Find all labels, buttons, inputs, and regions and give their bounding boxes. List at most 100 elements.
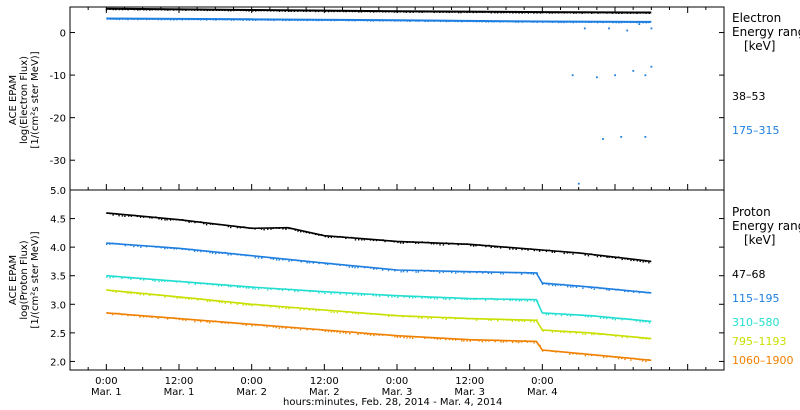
proton-data-point bbox=[582, 333, 584, 335]
proton-data-point bbox=[536, 300, 539, 302]
proton-data-point bbox=[499, 247, 502, 249]
proton-data-point bbox=[184, 248, 187, 251]
proton-data-point bbox=[223, 224, 226, 226]
proton-data-point bbox=[194, 320, 196, 323]
electron-data-point bbox=[563, 21, 565, 24]
proton-data-point bbox=[366, 238, 368, 241]
proton-series-2 bbox=[106, 242, 652, 294]
proton-data-point bbox=[236, 254, 238, 256]
proton-data-point bbox=[606, 256, 608, 258]
electron-data-point bbox=[512, 21, 514, 23]
proton-data-point bbox=[106, 312, 109, 314]
proton-data-point bbox=[639, 260, 641, 263]
electron-data-point bbox=[548, 21, 550, 23]
electron-data-point bbox=[463, 20, 465, 23]
electron-ylabel-line3: [1/(cm²s ster MeV)] bbox=[30, 51, 41, 148]
electron-data-point bbox=[115, 18, 118, 21]
proton-data-point bbox=[472, 318, 474, 320]
proton-data-point bbox=[149, 294, 151, 296]
proton-data-point bbox=[538, 306, 541, 308]
proton-data-point bbox=[433, 270, 435, 273]
proton-data-point bbox=[187, 318, 190, 321]
electron-data-point bbox=[545, 11, 548, 14]
proton-data-point bbox=[527, 249, 529, 251]
proton-data-point bbox=[526, 341, 529, 343]
proton-data-point bbox=[505, 246, 507, 248]
proton-data-point bbox=[324, 292, 326, 295]
proton-data-point bbox=[536, 272, 538, 274]
electron-data-point bbox=[124, 8, 127, 11]
electron-data-point bbox=[236, 9, 238, 11]
proton-data-point bbox=[175, 219, 177, 221]
electron-data-point bbox=[145, 18, 148, 21]
proton-data-point bbox=[221, 252, 223, 254]
proton-data-point bbox=[227, 300, 230, 303]
electron-data-point bbox=[642, 22, 644, 24]
proton-data-point bbox=[378, 334, 380, 336]
proton-data-point bbox=[133, 245, 135, 248]
proton-data-point bbox=[454, 298, 456, 300]
proton-data-point bbox=[524, 271, 526, 274]
proton-data-point bbox=[503, 299, 505, 301]
electron-data-point bbox=[127, 18, 129, 21]
proton-data-point bbox=[339, 235, 341, 238]
proton-data-point bbox=[430, 243, 433, 245]
electron-data-point bbox=[585, 21, 587, 23]
proton-data-point bbox=[578, 285, 580, 287]
electron-data-point bbox=[372, 20, 375, 22]
proton-data-point bbox=[633, 357, 635, 359]
proton-data-point bbox=[227, 322, 229, 324]
proton-data-point bbox=[294, 290, 296, 292]
electron-data-point bbox=[442, 20, 445, 22]
electron-data-point bbox=[648, 21, 650, 24]
proton-data-point bbox=[633, 336, 635, 338]
electron-data-point bbox=[321, 19, 323, 22]
electron-data-point bbox=[530, 21, 533, 23]
proton-data-point bbox=[457, 244, 459, 246]
proton-data-point bbox=[554, 285, 557, 287]
proton-data-point bbox=[305, 290, 308, 292]
proton-data-point bbox=[143, 279, 145, 281]
electron-data-point bbox=[173, 19, 175, 21]
proton-data-point bbox=[354, 267, 356, 269]
proton-data-point bbox=[491, 297, 493, 300]
proton-data-point bbox=[300, 289, 302, 292]
proton-data-point bbox=[352, 293, 354, 296]
proton-data-point bbox=[542, 312, 545, 314]
proton-data-point bbox=[290, 327, 293, 329]
proton-data-point bbox=[635, 320, 638, 322]
proton-data-point bbox=[360, 265, 362, 268]
proton-data-point bbox=[473, 298, 475, 301]
proton-data-point bbox=[348, 311, 350, 313]
electron-data-point bbox=[448, 20, 450, 23]
proton-data-point bbox=[569, 252, 571, 254]
proton-data-point bbox=[451, 242, 453, 245]
proton-data-point bbox=[530, 273, 532, 275]
electron-data-point bbox=[252, 19, 254, 21]
proton-data-point bbox=[590, 316, 592, 318]
proton-data-point bbox=[424, 241, 427, 244]
proton-data-point bbox=[249, 323, 251, 325]
electron-data-point bbox=[363, 19, 365, 22]
proton-data-point bbox=[263, 305, 265, 307]
proton-data-point bbox=[542, 249, 544, 252]
proton-data-point bbox=[233, 252, 235, 255]
proton-data-point bbox=[333, 236, 336, 238]
proton-data-point bbox=[551, 284, 554, 287]
proton-data-point bbox=[497, 320, 499, 322]
x-tick-time-label: 0:00 bbox=[95, 376, 117, 387]
x-tick-time-label: 0:00 bbox=[386, 376, 408, 387]
electron-data-point bbox=[348, 10, 351, 13]
proton-data-point bbox=[448, 316, 451, 319]
proton-data-point bbox=[254, 228, 256, 230]
proton-data-point bbox=[548, 349, 550, 352]
electron-data-point bbox=[626, 21, 629, 23]
proton-data-point bbox=[400, 271, 402, 273]
proton-data-point bbox=[288, 326, 290, 328]
electron-data-point bbox=[185, 9, 187, 11]
electron-data-point bbox=[429, 11, 432, 13]
electron-data-point bbox=[324, 10, 327, 13]
proton-data-point bbox=[415, 271, 417, 273]
proton-data-point bbox=[623, 335, 626, 337]
proton-data-point bbox=[312, 290, 314, 292]
